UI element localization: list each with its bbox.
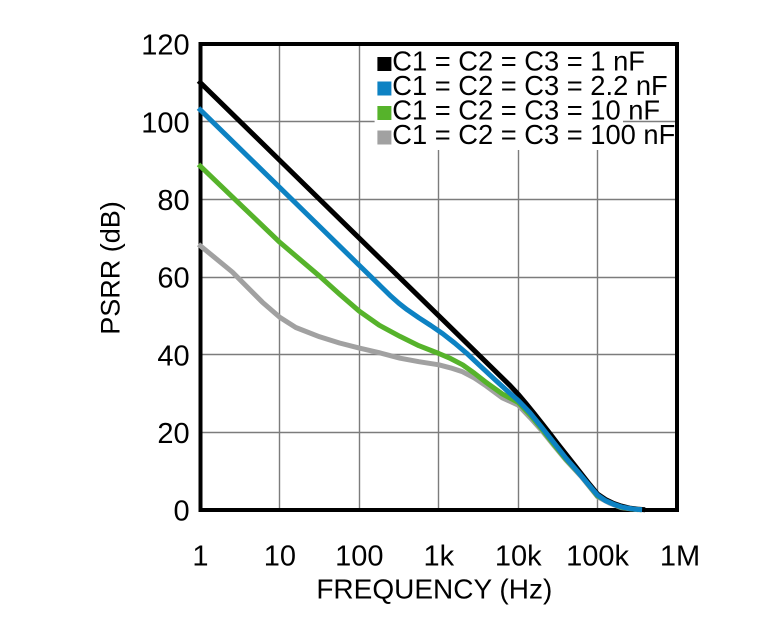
svg-text:1k: 1k <box>423 541 454 573</box>
svg-text:20: 20 <box>157 418 189 450</box>
svg-text:80: 80 <box>157 185 189 217</box>
svg-text:60: 60 <box>157 263 189 295</box>
svg-text:120: 120 <box>141 30 189 62</box>
svg-text:0: 0 <box>174 496 190 528</box>
svg-text:100k: 100k <box>566 541 629 573</box>
svg-text:40: 40 <box>157 340 189 372</box>
svg-text:100: 100 <box>335 541 383 573</box>
svg-text:10k: 10k <box>495 541 542 573</box>
svg-text:10: 10 <box>264 541 296 573</box>
svg-text:C1 = C2 = C3 = 2.2 nF: C1 = C2 = C3 = 2.2 nF <box>392 70 667 101</box>
svg-text:100: 100 <box>141 107 189 139</box>
svg-text:1: 1 <box>192 541 208 573</box>
svg-text:FREQUENCY (Hz): FREQUENCY (Hz) <box>316 573 552 604</box>
svg-text:1M: 1M <box>660 541 700 573</box>
svg-text:PSRR (dB): PSRR (dB) <box>96 201 126 335</box>
svg-text:C1 = C2 = C3 = 10 nF: C1 = C2 = C3 = 10 nF <box>392 94 660 125</box>
svg-text:C1 = C2 = C3 = 100 nF: C1 = C2 = C3 = 100 nF <box>392 119 675 150</box>
svg-text:C1 = C2 = C3 = 1 nF: C1 = C2 = C3 = 1 nF <box>392 45 645 76</box>
